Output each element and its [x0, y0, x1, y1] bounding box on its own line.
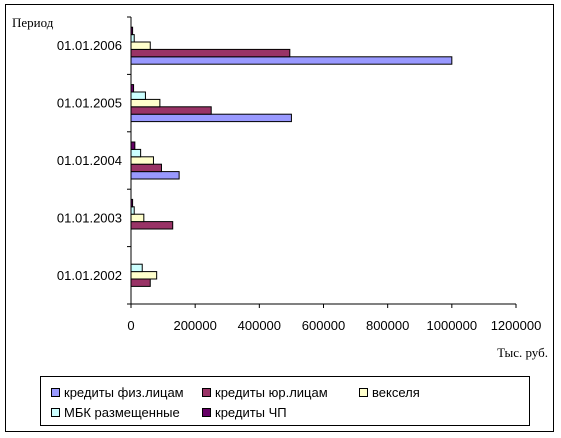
x-tick-label: 200000	[173, 318, 216, 333]
legend-item: векселя	[359, 385, 420, 400]
legend-item: кредиты физ.лицам	[51, 385, 184, 400]
bar	[130, 163, 162, 173]
bar	[130, 156, 154, 165]
axes-layer: 01.01.2006 01.01.2005 01.01.2004 01.01.2003…	[57, 16, 542, 333]
legend: кредиты физ.лицам кредиты юр.лицам вексе…	[40, 376, 530, 426]
legend-label: векселя	[372, 385, 420, 400]
bar	[130, 41, 151, 50]
x-tick-label: 0	[127, 318, 134, 333]
bar	[130, 263, 143, 273]
y-tick-label: 01.01.2006	[57, 38, 122, 53]
x-tick-label: 400000	[238, 318, 281, 333]
legend-item: МБК размещенные	[51, 405, 180, 420]
y-tick-label: 01.01.2004	[57, 153, 122, 168]
y-tick-label: 01.01.2002	[57, 268, 122, 283]
bar	[130, 278, 151, 287]
legend-swatch	[202, 408, 211, 417]
bar	[130, 148, 142, 158]
y-axis-title: Период	[12, 15, 54, 30]
bar	[130, 56, 453, 65]
bar	[130, 91, 146, 100]
bar	[130, 106, 212, 115]
legend-label: кредиты юр.лицам	[215, 385, 328, 400]
bars-layer	[130, 26, 453, 287]
bar	[130, 221, 174, 230]
legend-swatch	[359, 388, 368, 397]
bar	[130, 171, 180, 180]
y-tick-label: 01.01.2005	[57, 96, 122, 111]
bar	[130, 48, 291, 58]
legend-swatch	[51, 388, 60, 397]
y-tick-label: 01.01.2003	[57, 210, 122, 225]
x-tick-label: 800000	[366, 318, 409, 333]
legend-item: кредиты юр.лицам	[202, 385, 328, 400]
legend-swatch	[202, 388, 211, 397]
x-tick-label: 1000000	[427, 318, 478, 333]
legend-label: МБК размещенные	[64, 405, 180, 420]
x-tick-label: 1200000	[491, 318, 542, 333]
bar	[130, 98, 161, 108]
legend-swatch	[51, 408, 60, 417]
bar	[130, 271, 158, 280]
chart-frame	[5, 4, 554, 432]
x-tick-label: 600000	[302, 318, 345, 333]
legend-label: кредиты ЧП	[215, 405, 287, 420]
x-axis-title: Тыс. руб.	[497, 345, 548, 360]
bar	[130, 213, 145, 223]
bar	[130, 141, 136, 150]
bar	[130, 113, 292, 123]
legend-item: кредиты ЧП	[202, 405, 287, 420]
legend-label: кредиты физ.лицам	[64, 385, 184, 400]
